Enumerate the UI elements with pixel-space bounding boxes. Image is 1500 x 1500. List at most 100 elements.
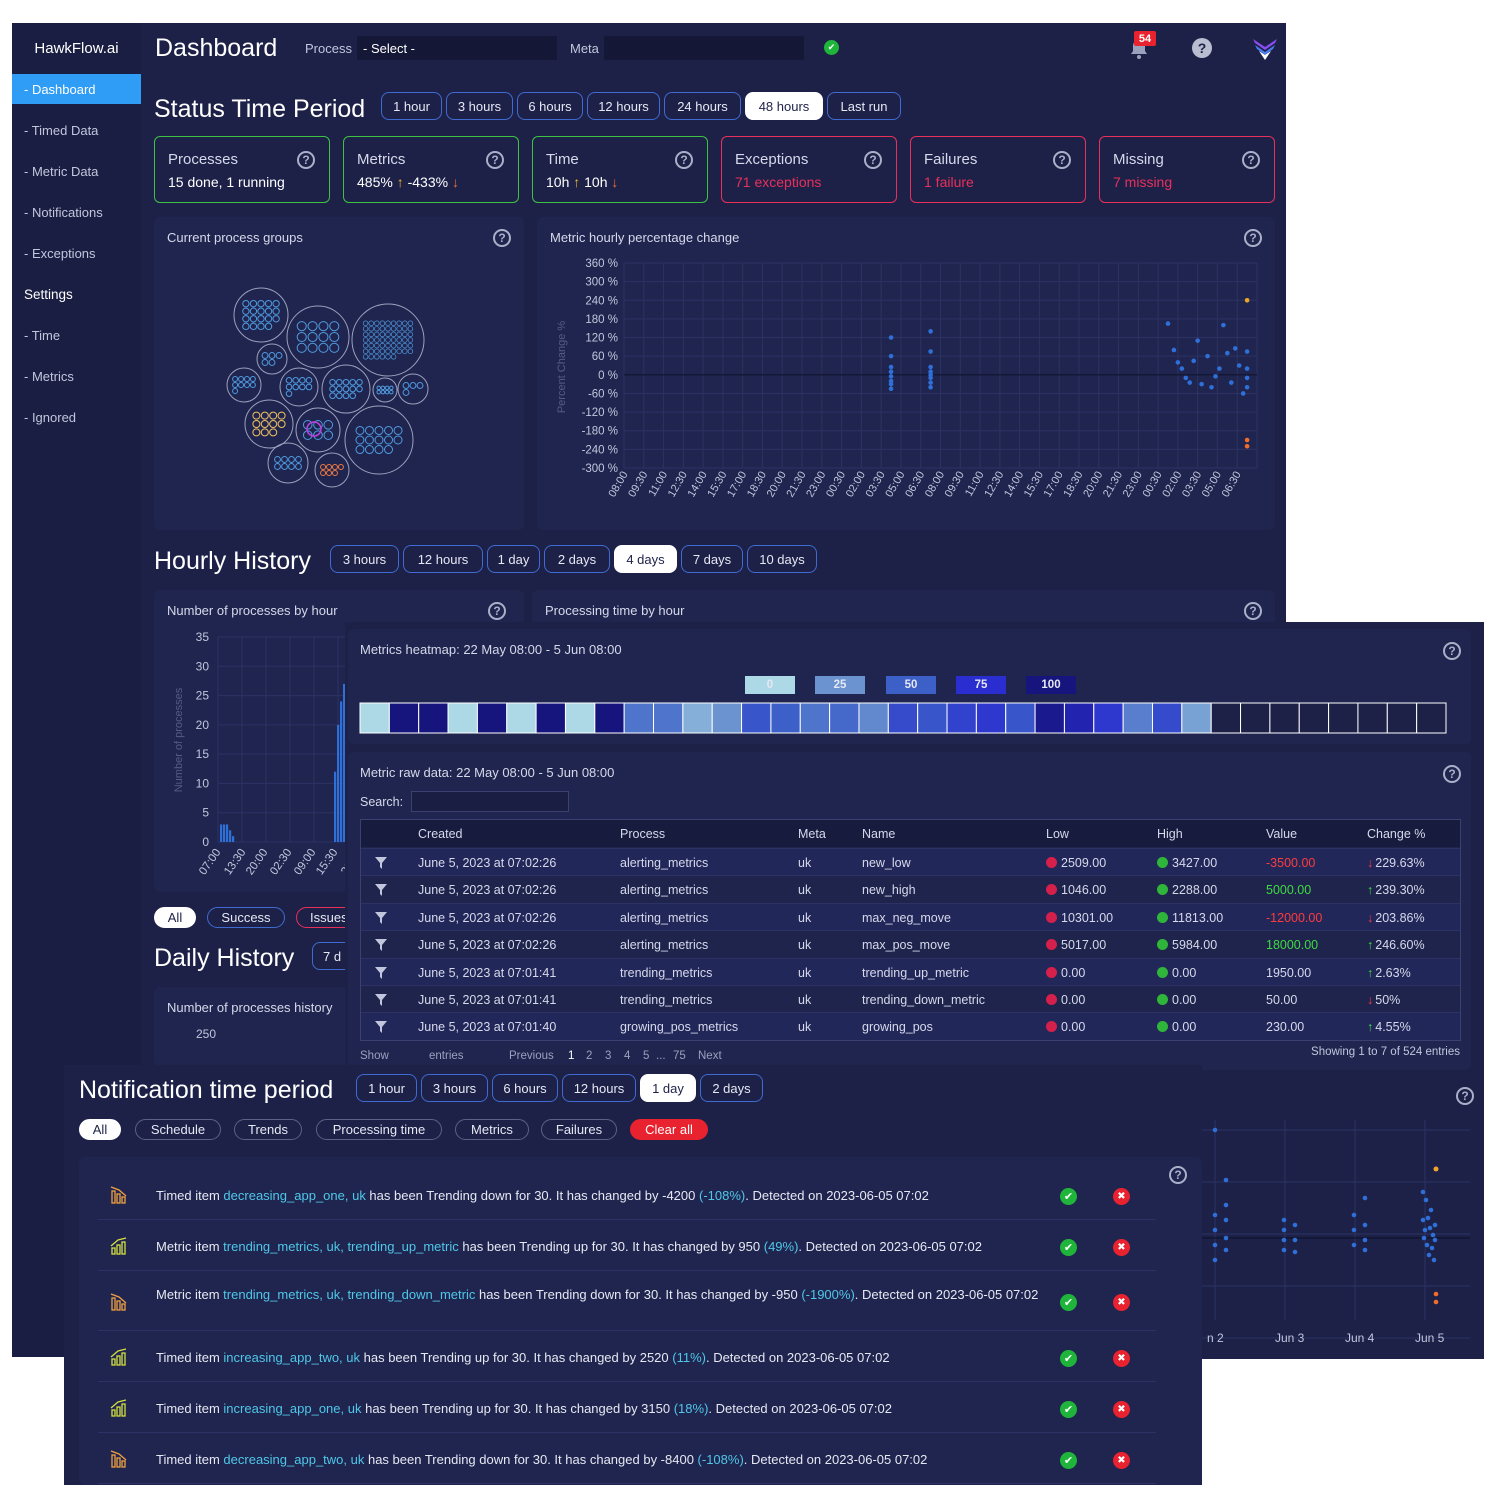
process-bubble[interactable] [335, 378, 343, 386]
metrics-heatmap[interactable] [359, 702, 1447, 734]
help-icon[interactable]: ? [297, 151, 315, 169]
help-icon[interactable]: ? [1192, 38, 1212, 58]
column-header-high[interactable]: High [1157, 827, 1183, 841]
notification-item[interactable]: Timed item increasing_app_one, uk has be… [98, 1385, 1156, 1433]
process-bubble[interactable] [335, 392, 343, 400]
pagination-page-1[interactable]: 1 [568, 1050, 575, 1062]
scatter-point[interactable] [928, 375, 933, 381]
scatter-point[interactable] [1179, 366, 1185, 371]
column-header-meta[interactable]: Meta [798, 827, 826, 841]
process-bubble[interactable] [299, 377, 306, 384]
process-bubble[interactable] [379, 326, 386, 332]
process-bubble[interactable] [390, 326, 397, 332]
bar[interactable] [343, 683, 346, 842]
scatter-point[interactable] [1432, 1222, 1438, 1228]
heatmap-cell[interactable] [447, 702, 478, 734]
process-bubble[interactable] [305, 383, 313, 391]
scatter-point[interactable] [1421, 1235, 1427, 1241]
status-period-24-hours[interactable]: 24 hours [664, 92, 741, 120]
process-group-bubble[interactable] [279, 367, 319, 407]
process-bubble[interactable] [376, 389, 381, 395]
filter-icon[interactable] [375, 938, 387, 952]
help-icon[interactable]: ? [1443, 642, 1461, 660]
heatmap-cell[interactable] [917, 702, 948, 734]
scatter-point[interactable] [1433, 1299, 1439, 1305]
heatmap-cell[interactable] [682, 702, 713, 734]
process-bubble[interactable] [242, 299, 250, 308]
scatter-point[interactable] [1183, 375, 1189, 381]
heatmap-cell[interactable] [476, 702, 508, 734]
process-bubble[interactable] [260, 428, 269, 437]
scatter-point[interactable] [1423, 1197, 1429, 1203]
scatter-point[interactable] [888, 369, 894, 375]
process-bubble[interactable] [275, 352, 283, 359]
process-bubble[interactable] [264, 299, 273, 308]
process-bubble[interactable] [349, 385, 357, 393]
heatmap-cell[interactable] [535, 702, 566, 734]
scatter-point[interactable] [1431, 1257, 1437, 1263]
help-icon[interactable]: ? [675, 151, 693, 169]
heatmap-cell[interactable] [887, 702, 919, 734]
scatter-point[interactable] [1433, 1166, 1439, 1172]
notification-item[interactable]: Timed item decreasing_app_two, uk has be… [98, 1436, 1156, 1484]
process-bubble[interactable] [232, 382, 239, 388]
process-bubble[interactable] [390, 320, 397, 326]
process-bubble[interactable] [380, 385, 386, 391]
scatter-point[interactable] [1205, 353, 1210, 359]
scatter-point[interactable] [1425, 1215, 1431, 1221]
process-bubble[interactable] [281, 456, 288, 463]
scatter-point[interactable] [1240, 391, 1246, 396]
process-bubble[interactable] [384, 435, 394, 445]
notification-period-1-hour[interactable]: 1 hour [356, 1074, 417, 1102]
scatter-point[interactable] [1212, 1227, 1218, 1233]
process-bubble[interactable] [337, 464, 344, 471]
heatmap-cell[interactable] [564, 702, 596, 734]
process-bubble[interactable] [362, 354, 369, 360]
process-bubble[interactable] [379, 348, 386, 354]
heatmap-cell[interactable] [506, 702, 537, 734]
process-bubble[interactable] [329, 392, 336, 400]
process-bubble[interactable] [416, 382, 424, 389]
scatter-point[interactable] [1362, 1237, 1368, 1243]
scatter-point[interactable] [1351, 1227, 1357, 1233]
notification-item-link[interactable]: increasing_app_one, uk [223, 1401, 362, 1416]
hourly-period-2-days[interactable]: 2 days [544, 545, 610, 573]
process-bubble[interactable] [292, 377, 299, 384]
process-bubble[interactable] [331, 464, 338, 471]
scatter-point[interactable] [1236, 363, 1242, 368]
acknowledge-check-icon[interactable]: ✔ [1060, 1452, 1077, 1469]
scatter-point[interactable] [1281, 1237, 1287, 1243]
process-bubble[interactable] [379, 354, 386, 360]
process-bubble[interactable] [342, 385, 350, 393]
table-row[interactable]: June 5, 2023 at 07:02:26 alerting_metrics… [361, 902, 1460, 931]
scatter-point[interactable] [1212, 1127, 1218, 1133]
scatter-point[interactable] [1223, 1202, 1229, 1208]
process-bubble[interactable] [362, 348, 369, 354]
process-bubble[interactable] [285, 390, 293, 397]
notification-item-link[interactable]: decreasing_app_two, uk [223, 1452, 365, 1467]
table-row[interactable]: June 5, 2023 at 07:02:26 alerting_metrics… [361, 875, 1460, 903]
scatter-point[interactable] [928, 349, 933, 354]
process-bubble[interactable] [390, 331, 397, 338]
process-bubble[interactable] [238, 376, 245, 383]
process-bubble[interactable] [356, 378, 363, 386]
process-bubble[interactable] [385, 342, 391, 349]
process-bubble[interactable] [374, 331, 380, 338]
process-bubble[interactable] [252, 411, 261, 420]
process-bubble[interactable] [385, 354, 391, 360]
heatmap-cell[interactable] [1093, 702, 1124, 734]
scatter-point[interactable] [1292, 1222, 1298, 1228]
scatter-point[interactable] [1351, 1242, 1357, 1248]
process-bubble[interactable] [249, 299, 258, 308]
process-bubble[interactable] [390, 348, 397, 354]
process-bubble[interactable] [384, 425, 394, 435]
status-period-6-hours[interactable]: 6 hours [517, 92, 583, 120]
process-group-bubble[interactable] [351, 303, 425, 377]
process-group-bubble[interactable] [233, 287, 289, 343]
help-icon[interactable]: ? [1244, 229, 1262, 247]
process-bubble[interactable] [409, 382, 417, 389]
heatmap-cell[interactable] [829, 702, 860, 734]
process-bubble[interactable] [368, 331, 374, 338]
scatter-point[interactable] [1244, 443, 1250, 449]
scatter-point[interactable] [1351, 1212, 1357, 1218]
